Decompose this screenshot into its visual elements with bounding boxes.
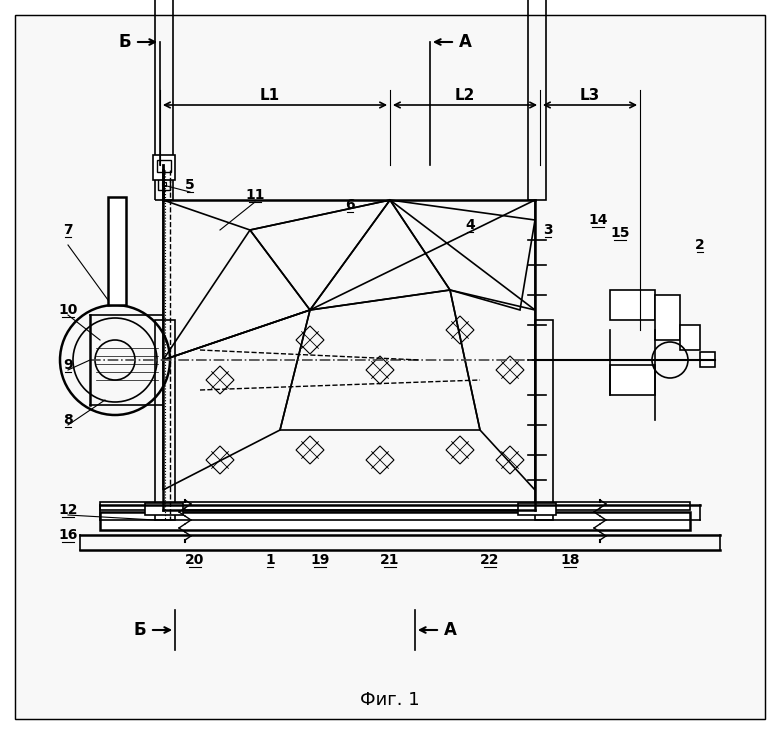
Text: Б: Б xyxy=(119,33,131,51)
Text: 22: 22 xyxy=(480,553,500,567)
Text: L1: L1 xyxy=(260,87,280,103)
Text: 18: 18 xyxy=(560,553,580,567)
Text: 2: 2 xyxy=(695,238,705,252)
Bar xyxy=(610,290,655,320)
Text: 1: 1 xyxy=(265,553,275,567)
Text: L2: L2 xyxy=(455,87,475,103)
Bar xyxy=(157,160,171,172)
Bar xyxy=(610,365,655,395)
Text: 10: 10 xyxy=(58,303,78,317)
Text: 9: 9 xyxy=(63,358,73,372)
Text: А: А xyxy=(444,621,456,639)
Text: L3: L3 xyxy=(580,87,600,103)
Bar xyxy=(700,352,715,367)
Text: 20: 20 xyxy=(186,553,204,567)
Text: 15: 15 xyxy=(610,226,629,240)
Bar xyxy=(100,502,690,510)
Text: 7: 7 xyxy=(63,223,73,237)
Text: 14: 14 xyxy=(588,213,608,227)
Text: 21: 21 xyxy=(381,553,399,567)
Bar xyxy=(153,155,175,180)
Bar xyxy=(518,503,556,515)
Bar xyxy=(162,182,166,186)
Bar xyxy=(100,512,690,530)
Bar xyxy=(680,325,700,350)
Text: 6: 6 xyxy=(346,198,355,212)
Text: 4: 4 xyxy=(465,218,475,232)
Text: 11: 11 xyxy=(245,188,264,202)
Bar xyxy=(535,320,553,520)
Bar xyxy=(158,178,170,190)
Text: 5: 5 xyxy=(185,178,195,192)
Text: Б: Б xyxy=(133,621,147,639)
Text: 12: 12 xyxy=(58,503,78,517)
Text: Фиг. 1: Фиг. 1 xyxy=(360,691,420,709)
Bar xyxy=(145,503,183,515)
Text: А: А xyxy=(459,33,471,51)
Text: 19: 19 xyxy=(310,553,330,567)
Bar xyxy=(155,320,175,520)
Bar xyxy=(108,197,126,305)
Text: 8: 8 xyxy=(63,413,73,427)
Bar xyxy=(655,295,680,340)
Text: 16: 16 xyxy=(58,528,78,542)
Bar xyxy=(528,0,546,200)
Text: 3: 3 xyxy=(543,223,553,237)
Bar xyxy=(155,0,173,200)
